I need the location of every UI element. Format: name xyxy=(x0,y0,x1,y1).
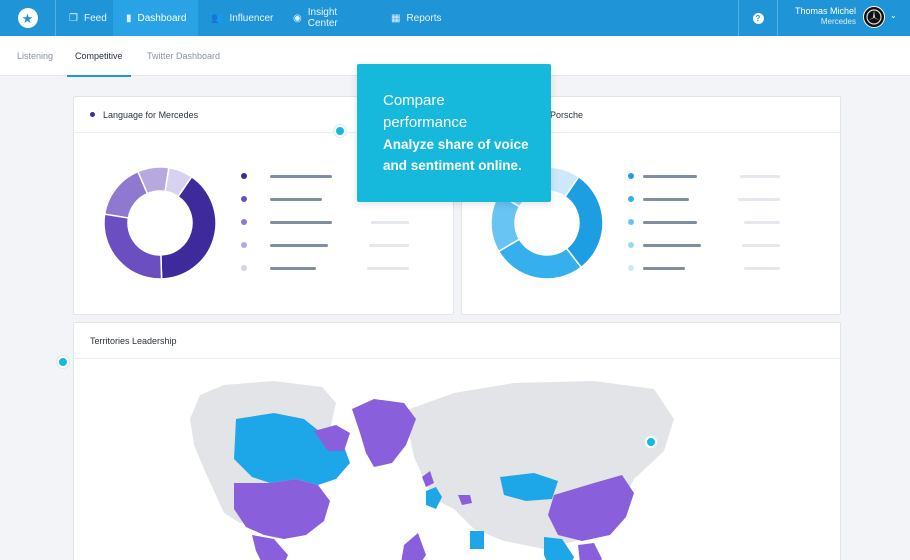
legend-dot xyxy=(241,196,247,202)
onboarding-tooltip[interactable]: Compare performance Analyze share of voi… xyxy=(357,64,551,202)
region-india xyxy=(544,537,574,560)
tab-competitive[interactable]: Competitive xyxy=(67,36,130,77)
world-map xyxy=(190,381,674,560)
region-china xyxy=(548,475,634,541)
region-greenland xyxy=(352,399,416,467)
legend-bar xyxy=(643,244,701,247)
legend-bar-secondary xyxy=(742,244,780,247)
region-west-africa xyxy=(401,533,426,560)
legend-bar-secondary xyxy=(367,267,409,270)
region-usa xyxy=(234,479,330,539)
legend-bar xyxy=(270,198,322,201)
region-mexico xyxy=(252,535,288,560)
legend-bar xyxy=(643,175,697,178)
mercedes-language-card: Language for Mercedes xyxy=(73,96,454,315)
legend-dot xyxy=(241,219,247,225)
card-header: Language for Mercedes xyxy=(74,97,453,133)
grid-icon: ▦ xyxy=(391,12,401,24)
legend-dot xyxy=(241,265,247,271)
app-logo[interactable]: ★ xyxy=(0,0,56,36)
nav-item-feed[interactable]: ❐ Feed xyxy=(56,0,113,36)
card-title: Territories Leadership xyxy=(90,335,177,346)
nav-item-label: Reports xyxy=(406,12,442,24)
card-bullet xyxy=(90,112,95,117)
user-menu[interactable]: Thomas Michel Mercedes ⌄ xyxy=(778,0,910,36)
tab-twitter-dashboard[interactable]: Twitter Dashboard xyxy=(147,51,221,61)
tab-listening[interactable]: Listening xyxy=(17,51,54,61)
tour-hotspot-competitive[interactable] xyxy=(334,125,346,137)
card-title-brand: Mercedes xyxy=(158,109,199,120)
nav-item-reports[interactable]: ▦ Reports xyxy=(378,0,452,36)
card-header: Porsche xyxy=(462,97,840,133)
nav-item-influencer[interactable]: 👥 Influencer xyxy=(198,0,280,36)
legend-bar-secondary xyxy=(740,175,780,178)
tooltip-title-line2: performance xyxy=(383,114,468,131)
legend-bar xyxy=(270,267,316,270)
nav-item-label: Feed xyxy=(83,12,107,24)
tour-hotspot-territories[interactable] xyxy=(57,356,69,368)
card-title-brand: Porsche xyxy=(550,109,584,120)
donut-slice[interactable] xyxy=(164,166,193,198)
legend-bar xyxy=(270,175,332,178)
landmass-eurasia xyxy=(404,381,674,549)
donut-slice[interactable] xyxy=(160,175,217,280)
legend-bar-secondary xyxy=(744,267,780,270)
donut-slice[interactable] xyxy=(497,238,583,280)
legend-dot xyxy=(628,196,634,202)
legend-bar xyxy=(643,221,697,224)
legend-dot xyxy=(628,242,634,248)
mercedes-star-icon xyxy=(866,9,882,25)
tooltip-subtitle-line1: Analyze share of voice xyxy=(383,137,529,152)
region-scandinavia xyxy=(422,471,434,487)
user-organization: Mercedes xyxy=(820,17,856,26)
star-logo-icon: ★ xyxy=(17,8,38,28)
tour-hotspot-map[interactable] xyxy=(645,436,657,448)
legend-bar xyxy=(270,221,332,224)
nav-item-label: Influencer xyxy=(229,12,274,24)
nav-item-dashboard[interactable]: ▮ Dashboard xyxy=(113,0,198,36)
legend-dot xyxy=(241,173,247,179)
legend-dot xyxy=(628,219,634,225)
territories-leadership-card: Territories Leadership xyxy=(73,322,841,560)
region-canada xyxy=(234,413,350,485)
chevron-down-icon: ⌄ xyxy=(890,11,897,20)
mercedes-donut-chart xyxy=(103,166,217,280)
legend-bar-secondary xyxy=(369,244,409,247)
legend-dot xyxy=(628,265,634,271)
people-icon: 👥 xyxy=(211,12,224,24)
tooltip-subtitle-line2: and sentiment online. xyxy=(383,158,522,173)
card-title-prefix: Language for xyxy=(103,109,157,120)
region-central-asia xyxy=(500,473,558,501)
legend-dot xyxy=(628,173,634,179)
legend-bar-secondary xyxy=(744,221,780,224)
legend-bar xyxy=(643,267,685,270)
help-button[interactable]: ? xyxy=(738,0,778,36)
tooltip-title-line1: Compare xyxy=(383,92,445,109)
region-eastern-europe xyxy=(458,495,472,505)
legend-dot xyxy=(241,242,247,248)
donut-slice[interactable] xyxy=(103,213,163,280)
region-southeast-asia xyxy=(578,543,602,560)
nav-item-insight-center[interactable]: ◉ Insight Center xyxy=(280,0,378,36)
main-nav: ❐ Feed ▮ Dashboard 👥 Influencer ◉ Insigh… xyxy=(56,0,452,36)
bar-chart-icon: ▮ xyxy=(126,12,132,24)
legend-bar xyxy=(643,198,689,201)
avatar xyxy=(863,6,885,28)
region-arctic-islands xyxy=(314,425,350,451)
user-name: Thomas Michel xyxy=(794,6,856,16)
top-navigation-bar: ★ ❐ Feed ▮ Dashboard 👥 Influencer ◉ Insi… xyxy=(0,0,910,36)
nav-item-label: Insight Center xyxy=(307,7,338,29)
feed-icon: ❐ xyxy=(69,12,78,24)
legend-bar-secondary xyxy=(371,221,409,224)
legend-bar xyxy=(270,244,328,247)
card-header: Territories Leadership xyxy=(74,323,840,359)
region-france xyxy=(426,487,442,509)
nav-item-label: Dashboard xyxy=(137,12,187,24)
region-egypt xyxy=(470,531,484,549)
compass-icon: ◉ xyxy=(293,12,302,24)
help-icon: ? xyxy=(752,12,764,24)
legend-bar-secondary xyxy=(738,198,780,201)
